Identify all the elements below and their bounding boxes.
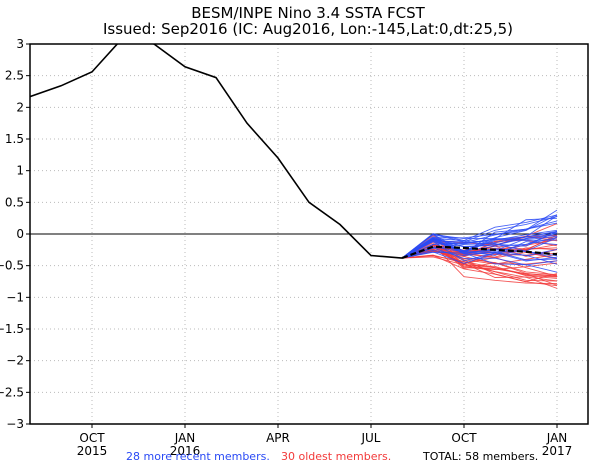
y-tick-label: 2 [16,100,24,114]
y-tick-label: −1 [6,290,24,304]
x-tick-label: JAN [546,431,568,445]
y-tick-label: 1 [16,164,24,178]
ensemble-mean-line [401,245,558,260]
y-tick-label: 0 [16,227,24,241]
y-tick-label: 2.5 [5,69,24,83]
x-tick-label: APR [266,431,290,445]
y-tick-label: 0.5 [5,195,24,209]
x-tick-year-label: 2017 [542,444,573,458]
y-tick-label: 3 [16,37,24,51]
y-tick-label: −3 [6,417,24,431]
series-lines [30,44,558,260]
x-tick-label: JAN [174,431,196,445]
y-tick-label: −2.5 [0,385,24,399]
x-tick-year-label: 2016 [170,444,201,458]
ensemble-member-line [401,247,558,259]
ensemble-member-line [401,242,558,276]
observed-line [30,44,403,259]
x-tick-label: JUL [360,431,380,445]
ensemble-member-line [401,249,558,261]
x-tick-label: OCT [451,431,477,445]
oldest-members-label: 30 oldest members. [281,450,391,463]
x-tick-label: OCT [79,431,105,445]
y-tick-label: −1.5 [0,322,24,336]
ensemble-member-line [401,220,558,259]
y-tick-label: −2 [6,354,24,368]
ensemble-members [401,209,558,289]
plot-frame [29,43,589,425]
grid-lines [30,44,588,424]
y-axis-ticks: 3 2.5 2 1.5 1 0.5 0 −0.5 −1 −1.5 −2 −2.5 −3 [0,37,30,431]
ensemble-member-line [401,251,558,273]
y-tick-label: 1.5 [5,132,24,146]
y-tick-label: −0.5 [0,259,24,273]
ensemble-member-line [401,230,558,259]
chart-subtitle: Issued: Sep2016 (IC: Aug2016, Lon:-145,L… [103,20,513,38]
x-tick-year-label: 2015 [77,444,108,458]
chart-title: BESM/INPE Nino 3.4 SSTA FCST [191,4,425,22]
ensemble-member-line [401,217,558,259]
ensemble-member-line [401,230,558,259]
ensemble-member-line [401,214,558,259]
total-members-label: TOTAL: 58 members. [422,450,538,463]
ensemble-member-line [401,255,558,278]
recent-members-label: 28 more recent members. [126,450,270,463]
